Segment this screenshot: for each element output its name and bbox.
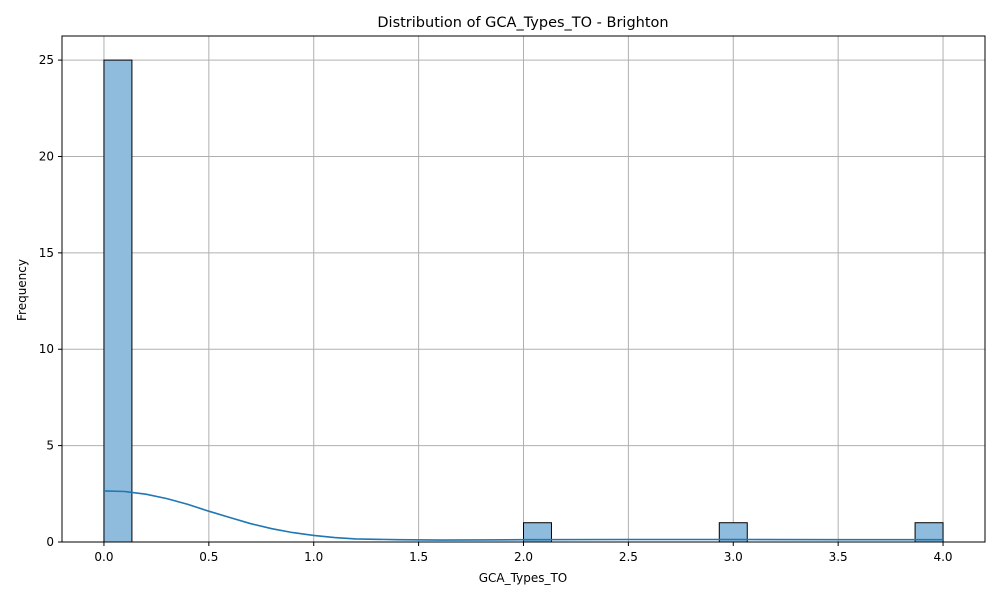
x-tick-label: 2.5 [619, 550, 638, 564]
kde-line [103, 490, 943, 541]
y-axis-label: Frequency [15, 259, 29, 321]
grid-layer [62, 36, 985, 543]
x-tick-label: 0.0 [94, 550, 113, 564]
x-axis-label: GCA_Types_TO [479, 571, 567, 585]
y-tick-label: 25 [39, 53, 54, 67]
ticks-layer: 0.0 0.5 1.0 1.5 2.0 2.5 3.0 3.5 4.0 0 5 10 15 20 25 [39, 53, 953, 564]
x-tick-label: 0.5 [199, 550, 218, 564]
bars-layer [103, 59, 944, 543]
x-tick-label: 3.5 [829, 550, 848, 564]
histogram-bar [103, 59, 133, 543]
y-tick-label: 20 [39, 149, 54, 163]
y-tick-label: 5 [46, 439, 54, 453]
kde-layer [103, 490, 943, 541]
x-tick-label: 3.0 [724, 550, 743, 564]
x-tick-label: 1.0 [304, 550, 323, 564]
y-tick-label: 0 [46, 535, 54, 549]
chart-title: Distribution of GCA_Types_TO - Brighton [377, 15, 668, 31]
x-tick-label: 2.0 [514, 550, 533, 564]
x-tick-label: 1.5 [409, 550, 428, 564]
y-tick-label: 15 [39, 246, 54, 260]
x-tick-label: 4.0 [933, 550, 952, 564]
y-tick-label: 10 [39, 342, 54, 356]
